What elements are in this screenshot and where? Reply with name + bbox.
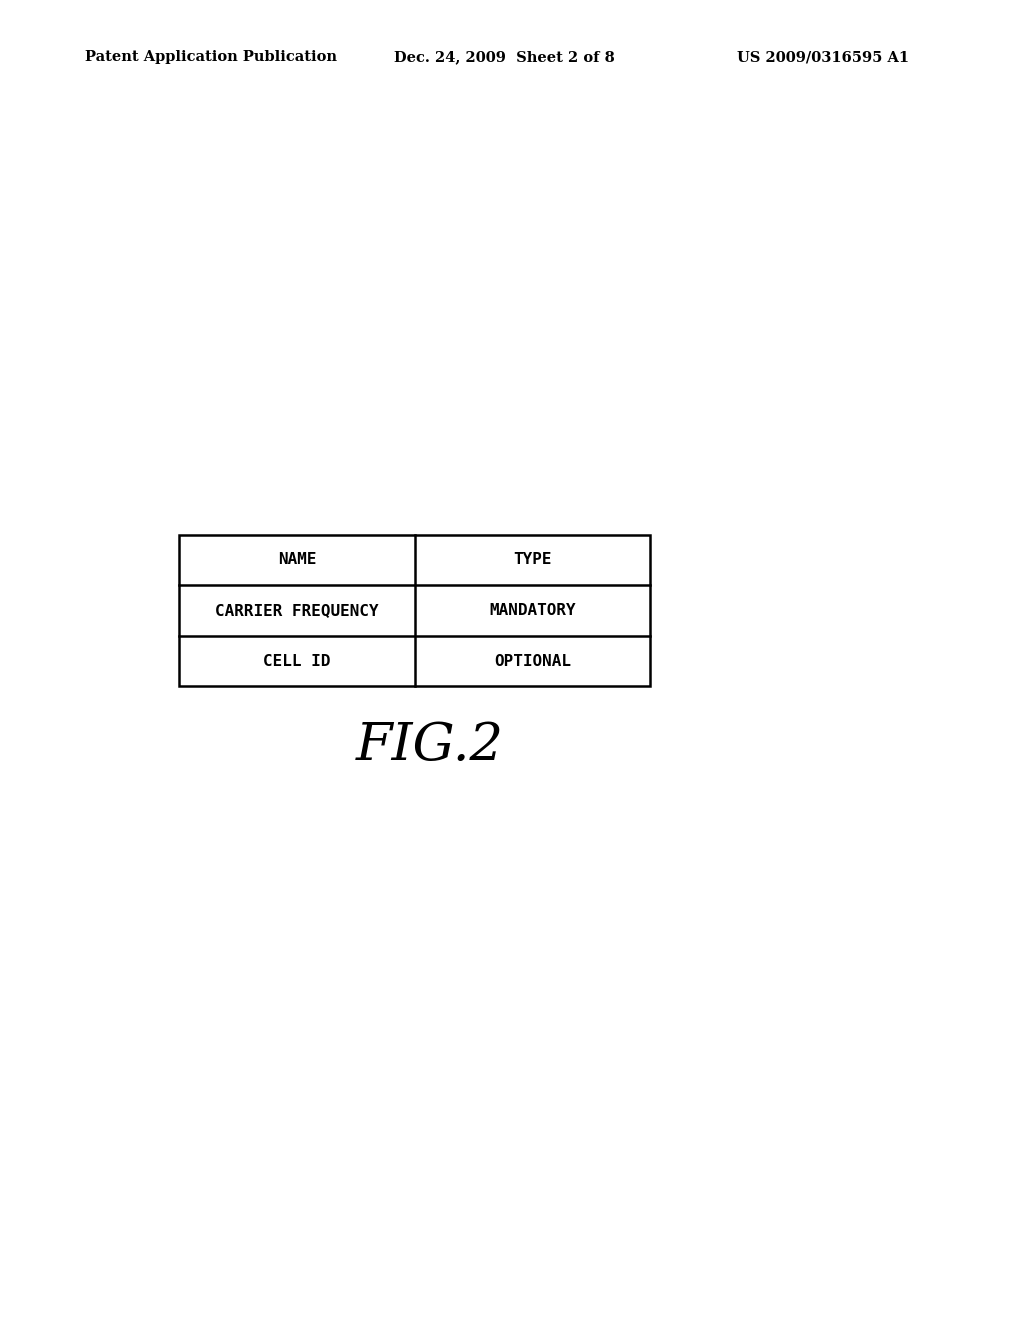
Text: CELL ID: CELL ID [263, 653, 331, 669]
Text: FIG.2: FIG.2 [356, 721, 504, 771]
Text: Patent Application Publication: Patent Application Publication [85, 50, 337, 65]
Text: MANDATORY: MANDATORY [489, 603, 575, 618]
Text: CARRIER FREQUENCY: CARRIER FREQUENCY [215, 603, 379, 618]
Text: Dec. 24, 2009  Sheet 2 of 8: Dec. 24, 2009 Sheet 2 of 8 [394, 50, 615, 65]
Text: OPTIONAL: OPTIONAL [494, 653, 571, 669]
Text: TYPE: TYPE [513, 552, 552, 568]
Bar [179, 535, 650, 686]
Text: US 2009/0316595 A1: US 2009/0316595 A1 [737, 50, 909, 65]
Text: NAME: NAME [278, 552, 316, 568]
